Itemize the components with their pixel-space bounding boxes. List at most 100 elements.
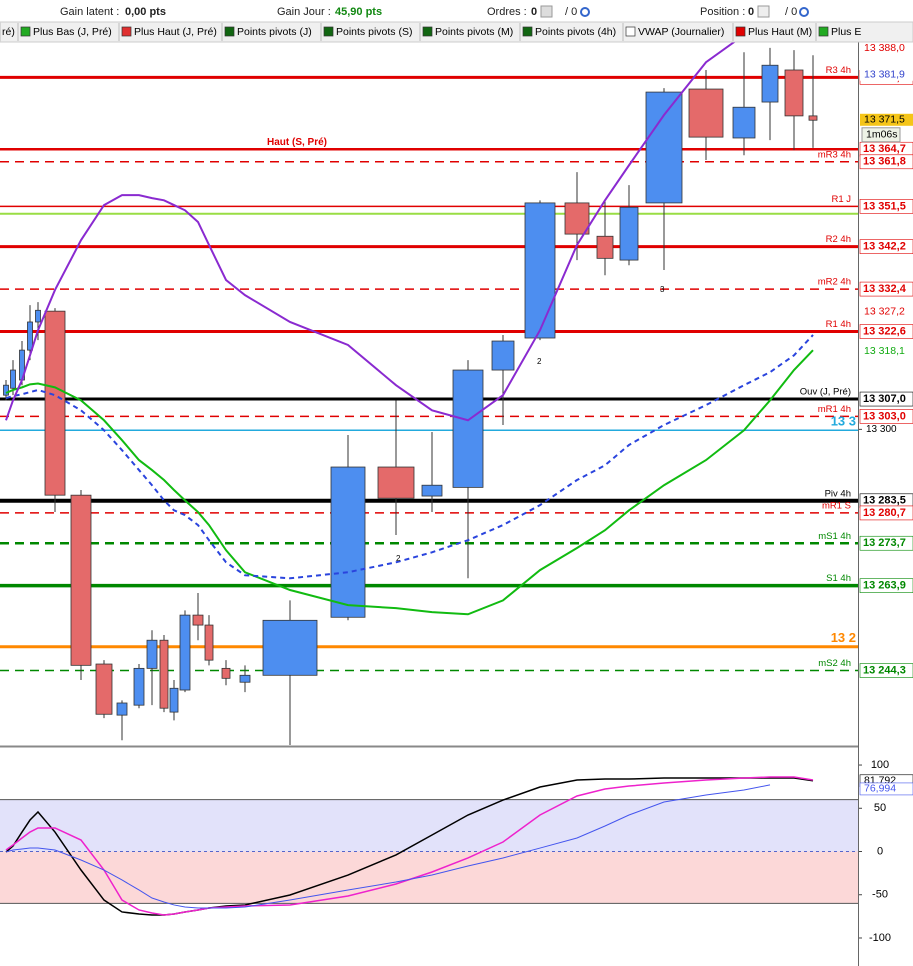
price-tag: 13 361,8 — [863, 156, 906, 168]
y-tick-label: -50 — [872, 889, 888, 901]
candle-body — [491, 340, 515, 371]
candle-body — [596, 235, 614, 259]
candle-body — [377, 466, 415, 499]
y-tick-label: 50 — [874, 802, 886, 814]
tab-icon[interactable] — [121, 26, 132, 37]
header-bar — [0, 0, 913, 22]
candle-body — [146, 639, 158, 669]
price-tag-box — [859, 324, 913, 339]
tab-icon[interactable] — [224, 26, 235, 37]
candle-body — [133, 667, 145, 706]
timer-box — [861, 127, 901, 143]
tab-icon[interactable] — [735, 26, 746, 37]
ordres-total: / 0 — [565, 6, 577, 18]
price-tag: 13 351,5 — [863, 200, 906, 212]
ordres-label: Ordres : — [487, 6, 527, 18]
price-tag-box — [859, 409, 913, 424]
tab-label[interactable]: Points pivots (S) — [336, 26, 412, 38]
indicator-line — [5, 776, 814, 916]
price-tag-box — [859, 199, 913, 214]
tab-icon[interactable] — [522, 26, 533, 37]
price-tag: 13 322,6 — [863, 325, 906, 337]
indicator-line — [5, 34, 745, 422]
tab-label[interactable]: Plus Bas (J, Pré) — [33, 26, 112, 38]
price-tag: 13 327,2 — [864, 305, 905, 317]
level-label: S1 4h — [826, 573, 851, 584]
gain-jour-value: 45,90 pts — [335, 6, 382, 18]
tab-label[interactable]: VWAP (Journalier) — [638, 26, 724, 38]
tab-icon[interactable] — [818, 26, 829, 37]
price-tag: 13 303,0 — [863, 410, 906, 422]
y-tick-label: 0 — [877, 845, 883, 857]
position-count: 0 — [748, 6, 754, 18]
tab-icon[interactable] — [422, 26, 433, 37]
candle-body — [35, 309, 41, 323]
tab-label[interactable]: ré) — [2, 26, 15, 38]
level-label: mR1 S — [822, 500, 851, 511]
orders-icon[interactable] — [540, 5, 553, 18]
price-tag: 13 283,5 — [863, 495, 906, 507]
candle-body — [262, 619, 318, 676]
candle-body — [221, 667, 231, 679]
candle-body — [564, 202, 590, 235]
price-tag: 13 280,7 — [863, 507, 906, 519]
level-label: mS1 4h — [818, 531, 851, 542]
position-settings-icon[interactable] — [799, 7, 809, 17]
price-tag: 13 371,5 — [864, 114, 905, 126]
candle-body — [239, 674, 251, 683]
price-panel — [0, 34, 858, 745]
level-label: R1 J — [831, 194, 851, 205]
candle-body — [452, 369, 484, 488]
level-label: R2 4h — [826, 234, 851, 245]
signal-count: 2 — [537, 357, 542, 366]
osc-tag: 76,994 — [864, 783, 896, 795]
price-tag: 13 263,9 — [863, 580, 906, 592]
orders-settings-icon[interactable] — [580, 7, 590, 17]
candle-body — [330, 466, 366, 618]
tab-label[interactable]: Points pivots (J) — [237, 26, 312, 38]
price-tag-box — [859, 281, 913, 297]
level-label: mR3 4h — [818, 149, 851, 160]
candle-body — [761, 64, 779, 103]
tab-label[interactable]: Plus Haut (M) — [748, 26, 812, 38]
tab-label[interactable]: Points pivots (M) — [435, 26, 513, 38]
candle-body — [732, 106, 756, 139]
candle-body — [808, 115, 818, 121]
candle-body — [44, 310, 66, 496]
level-label: Piv 4h — [825, 488, 851, 499]
position-icon[interactable] — [757, 5, 770, 18]
gain-latent-value: 0,00 pts — [125, 6, 166, 18]
price-tag-box — [859, 578, 913, 593]
price-tag-box — [860, 42, 913, 55]
tab-label[interactable]: Plus Haut (J, Pré) — [134, 26, 217, 38]
indicator-line — [5, 777, 814, 916]
position-label: Position : — [700, 6, 745, 18]
price-tag: 13 318,1 — [864, 345, 905, 357]
ordres-count: 0 — [531, 6, 537, 18]
level-label: mR1 4h — [818, 404, 851, 415]
price-tag: 13 388,0 — [864, 42, 905, 54]
price-tag-box — [859, 663, 913, 678]
price-tag-box — [859, 535, 913, 551]
candle-body — [524, 202, 556, 339]
tab-label[interactable]: Points pivots (4h) — [535, 26, 616, 38]
candle-body — [688, 88, 724, 138]
candle-body — [95, 663, 113, 715]
y-tick-label: -100 — [869, 932, 891, 944]
tab-icon[interactable] — [20, 26, 31, 37]
tab-icon[interactable] — [323, 26, 334, 37]
indicator-tabs: ré) Plus Bas (J, Pré) Plus Haut (J, Pré) Po… — [0, 21, 913, 43]
level-label: 13 3 — [831, 414, 856, 429]
tab-label[interactable]: Plus E — [831, 26, 861, 38]
tab-icon[interactable] — [625, 26, 636, 37]
level-label: Haut (S, Pré) — [267, 137, 327, 148]
price-tag: 13 381,9 — [864, 69, 905, 81]
timer: 1m06s — [866, 129, 898, 141]
candle-body — [645, 91, 683, 204]
price-tag: 13 273,7 — [863, 537, 906, 549]
candle-body — [3, 384, 9, 396]
price-tag: 13 342,2 — [863, 241, 906, 253]
price-tag-box — [859, 505, 913, 521]
level-label: R3 4h — [826, 65, 851, 76]
y-tick-label: 13 300 — [866, 424, 897, 435]
